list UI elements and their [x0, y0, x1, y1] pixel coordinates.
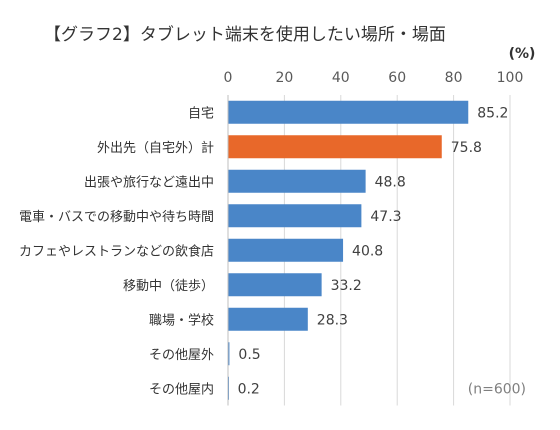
- bar: [228, 204, 362, 228]
- unit-label: (%): [509, 46, 536, 62]
- x-tick-label: 80: [445, 70, 463, 86]
- category-label: カフェやレストランなどの飲食店: [19, 243, 214, 259]
- sample-size-note: (n=600): [468, 381, 526, 397]
- category-label: 外出先（自宅外）計: [97, 140, 214, 156]
- bar: [228, 273, 322, 297]
- value-label: 0.2: [238, 381, 260, 397]
- category-label: 職場・学校: [149, 312, 214, 328]
- bar: [228, 169, 366, 193]
- bar: [228, 342, 230, 366]
- value-label: 28.3: [317, 312, 348, 328]
- value-label: 0.5: [238, 347, 260, 363]
- x-tick-label: 0: [224, 70, 233, 86]
- category-label: 移動中（徒歩）: [123, 279, 214, 294]
- bar: [228, 100, 469, 124]
- bar: [228, 307, 308, 331]
- chart-title: 【グラフ2】タブレット端末を使用したい場所・場面: [44, 25, 446, 45]
- value-label: 47.3: [370, 209, 401, 225]
- category-label: 電車・バスでの移動中や待ち時間: [19, 210, 214, 225]
- category-label: その他屋外: [149, 348, 214, 363]
- bar: [228, 135, 442, 159]
- value-label: 85.2: [477, 105, 508, 121]
- value-label: 33.2: [331, 278, 362, 294]
- value-label: 75.8: [451, 140, 482, 156]
- x-tick-label: 60: [388, 70, 406, 86]
- category-label: 出張や旅行など遠出中: [84, 175, 214, 190]
- x-tick-label: 20: [275, 70, 293, 86]
- x-tick-label: 40: [332, 70, 350, 86]
- value-label: 40.8: [352, 243, 383, 259]
- category-label: 自宅: [188, 106, 214, 121]
- value-label: 48.8: [375, 174, 406, 190]
- category-label: その他屋内: [149, 381, 214, 397]
- bar: [228, 238, 344, 262]
- x-tick-label: 100: [497, 70, 524, 86]
